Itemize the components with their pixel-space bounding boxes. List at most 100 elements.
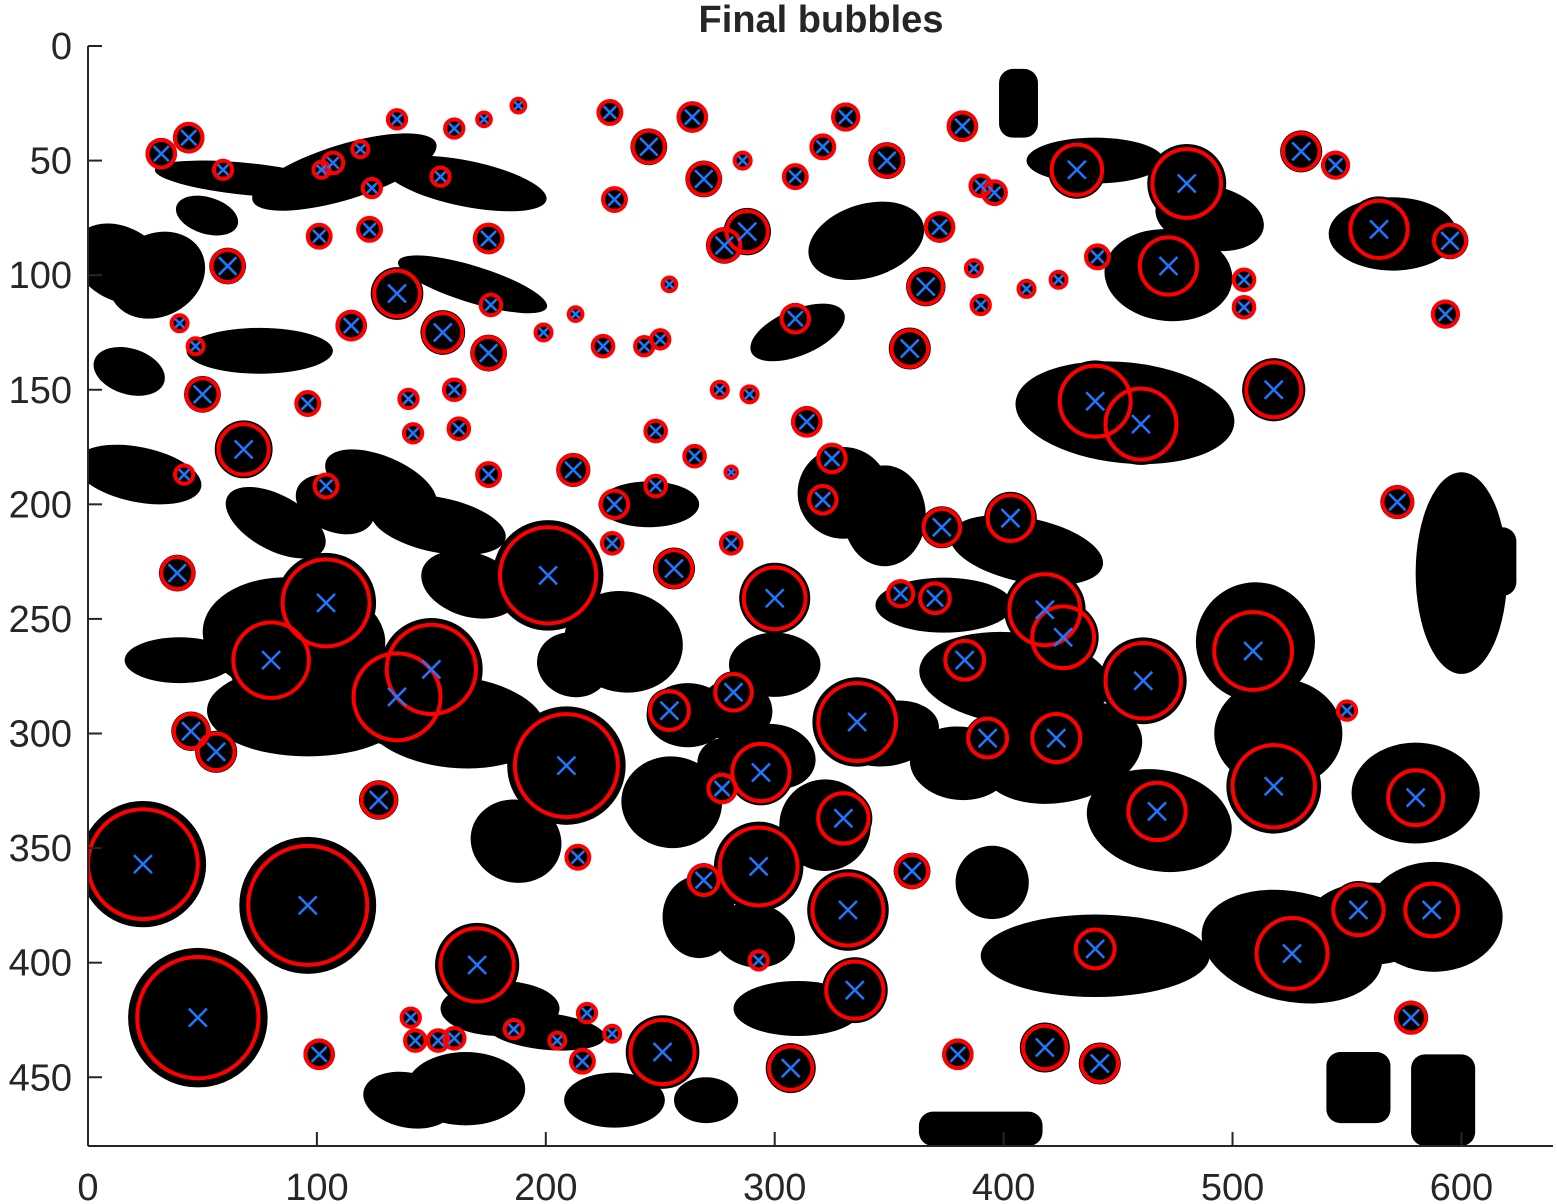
bubble-circle: [1030, 712, 1083, 765]
bubble-circle: [747, 949, 770, 972]
bubble-center-x-icon: [974, 179, 988, 193]
bubble-center-x-icon: [899, 338, 920, 359]
bubble-center-x-icon: [1327, 157, 1344, 173]
y-tick-label: 300: [9, 714, 72, 756]
bubble-circle: [185, 336, 206, 357]
bubble-center-x-icon: [261, 650, 282, 671]
bubble-circle: [602, 1023, 623, 1044]
bubble-circle: [596, 99, 624, 126]
bubble-circle: [564, 843, 592, 871]
bubble-center-x-icon: [1421, 900, 1442, 920]
black-region: [808, 201, 925, 280]
bubble-center-x-icon: [452, 422, 466, 436]
black-region: [252, 133, 437, 211]
bubble-center-x-icon: [581, 1007, 593, 1020]
bubble-circle: [685, 160, 722, 197]
bubble-center-x-icon: [659, 700, 680, 721]
bubble-circle: [320, 150, 346, 176]
y-tick-label: 400: [9, 943, 72, 985]
bubble-circle: [401, 422, 425, 445]
y-tick-label: 150: [9, 370, 72, 412]
bubble-circle: [599, 530, 625, 556]
bubble-center-x-icon: [737, 221, 758, 242]
bubble-center-x-icon: [931, 218, 948, 236]
binary-image: [88, 68, 1517, 1146]
bubble-circle: [1254, 916, 1330, 991]
bubble-center-x-icon: [1158, 256, 1179, 276]
bubble-center-x-icon: [190, 340, 201, 352]
x-tick-label: 600: [1430, 1167, 1493, 1204]
bubble-center-x-icon: [310, 1045, 328, 1063]
bubble-center-x-icon: [639, 137, 659, 157]
bubble-center-x-icon: [402, 392, 415, 405]
x-tick-label: 100: [285, 1167, 348, 1204]
bubble-circle: [438, 926, 516, 1004]
bubble-center-x-icon: [833, 808, 854, 829]
bubble-circle: [724, 209, 770, 255]
bubble-center-x-icon: [174, 318, 185, 329]
black-region: [564, 1072, 665, 1128]
bubble-circle: [791, 406, 823, 438]
bubble-center-x-icon: [342, 317, 360, 335]
bubble-circle: [649, 328, 672, 351]
bubble-center-x-icon: [925, 589, 945, 608]
bubble-circle: [1057, 363, 1133, 439]
bubble-center-x-icon: [1263, 776, 1284, 797]
black-region: [93, 346, 165, 396]
bubble-center-x-icon: [484, 298, 498, 312]
bubble-circle: [1073, 927, 1117, 971]
bubble-center-x-icon: [1085, 939, 1106, 959]
bubble-center-x-icon: [1282, 943, 1302, 964]
bubble-circle: [1348, 198, 1410, 260]
bubble-center-x-icon: [404, 1011, 417, 1024]
bubble-center-x-icon: [949, 1045, 967, 1063]
bubble-center-x-icon: [892, 585, 909, 602]
bubble-center-x-icon: [355, 143, 366, 155]
bubble-circle: [1030, 604, 1097, 671]
bubble-circle: [533, 322, 554, 343]
bubble-center-x-icon: [1291, 141, 1312, 162]
x-ticks: 0 100 200 300 400 500 600: [77, 1132, 1493, 1204]
black-region: [186, 327, 333, 374]
bubble-center-x-icon: [479, 114, 489, 124]
bubble-center-x-icon: [1021, 283, 1032, 295]
bubble-circle: [718, 530, 744, 556]
bubble-circle: [171, 712, 211, 751]
bubble-center-x-icon: [1066, 159, 1087, 180]
bubble-circle: [397, 387, 420, 411]
bubble-circle: [810, 872, 886, 948]
bubble-center-x-icon: [1133, 670, 1154, 691]
bubble-center-x-icon: [1388, 492, 1407, 512]
black-region: [108, 231, 206, 319]
bubble-center-x-icon: [564, 460, 583, 480]
bubble-center-x-icon: [551, 1035, 563, 1046]
bubble-center-x-icon: [233, 439, 254, 460]
bubble-circle: [350, 139, 371, 160]
bubble-center-x-icon: [606, 495, 623, 513]
y-tick-label: 450: [9, 1057, 72, 1099]
black-region: [537, 632, 610, 698]
bubble-center-x-icon: [1341, 704, 1353, 717]
bubble-circle: [231, 620, 311, 700]
bubble-circle: [717, 825, 800, 908]
black-region: [363, 1071, 454, 1129]
bubble-center-x-icon: [737, 155, 748, 166]
bubble-center-x-icon: [664, 279, 675, 289]
bubble-circle: [1231, 267, 1257, 293]
bubble-circle: [145, 137, 177, 170]
bubble-center-x-icon: [570, 309, 581, 319]
bubble-circle: [502, 1017, 525, 1041]
bubble-circle: [478, 292, 504, 318]
bubble-center-x-icon: [1085, 391, 1106, 412]
bubble-center-x-icon: [1243, 641, 1264, 661]
bubble-center-x-icon: [1034, 1037, 1055, 1058]
bubble-circle: [1394, 1000, 1428, 1035]
bubble-circle: [985, 493, 1036, 543]
bubble-circle: [246, 843, 370, 967]
bubble-circle: [88, 807, 200, 922]
bubble-circle: [946, 110, 979, 142]
bubble-circle: [816, 442, 848, 475]
bubble-circle: [766, 1044, 815, 1092]
bubble-circle: [429, 165, 452, 188]
